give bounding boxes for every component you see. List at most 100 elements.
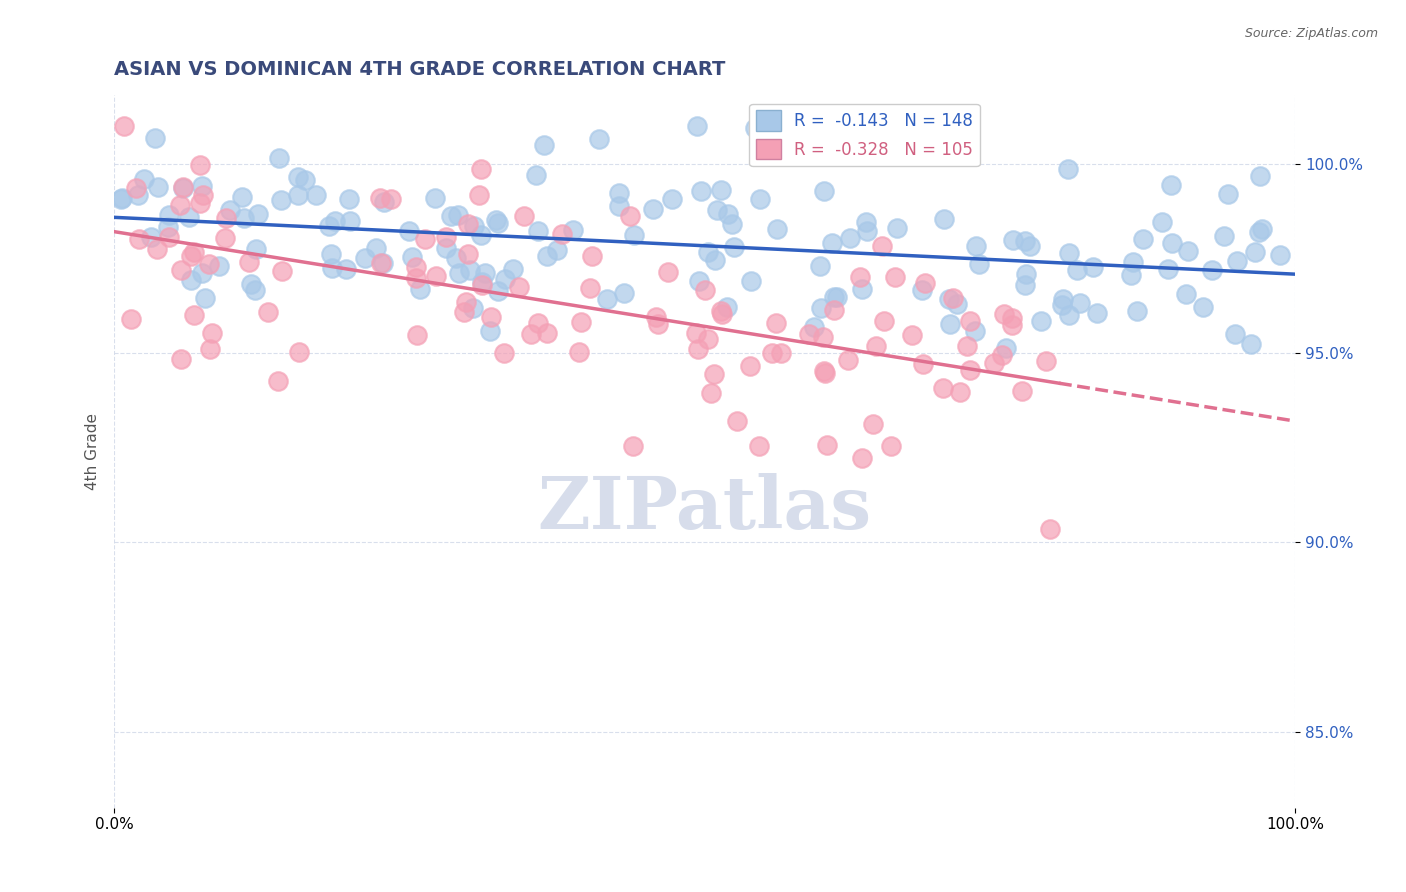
Point [446,252,468,266]
Point [463,301,485,316]
Point [725,414,748,428]
Point [169,198,191,212]
Point [959,363,981,377]
Point [370,191,392,205]
Point [700,386,723,401]
Point [706,203,728,218]
Point [318,219,340,234]
Point [686,119,709,133]
Point [849,270,872,285]
Point [533,137,555,152]
Point [821,236,844,251]
Point [956,339,979,353]
Text: ZIPatlas: ZIPatlas [537,473,872,544]
Point [143,130,166,145]
Point [527,316,550,330]
Point [141,229,163,244]
Point [568,344,591,359]
Point [740,274,762,288]
Point [146,180,169,194]
Point [748,192,770,206]
Point [810,301,832,315]
Point [110,192,132,206]
Point [198,343,221,357]
Point [125,181,148,195]
Point [720,217,742,231]
Point [808,259,831,273]
Point [112,119,135,133]
Point [851,450,873,465]
Point [494,272,516,286]
Point [449,266,471,280]
Point [959,314,981,328]
Point [569,315,592,329]
Point [193,188,215,202]
Point [661,193,683,207]
Point [434,229,457,244]
Point [983,356,1005,370]
Point [865,339,887,353]
Point [215,211,238,225]
Point [1175,287,1198,301]
Point [458,262,481,277]
Point [485,213,508,227]
Point [967,257,990,271]
Point [813,330,835,344]
Point [851,282,873,296]
Point [1226,253,1249,268]
Point [457,246,479,260]
Point [710,303,733,318]
Point [470,228,492,243]
Point [157,208,180,222]
Point [855,215,877,229]
Point [492,346,515,360]
Point [949,385,972,400]
Point [685,326,707,340]
Point [748,439,770,453]
Point [373,256,395,270]
Point [621,439,644,453]
Point [413,232,436,246]
Point [287,188,309,202]
Point [1150,214,1173,228]
Point [1014,277,1036,292]
Point [398,224,420,238]
Point [486,284,509,298]
Legend: R =  -0.143   N = 148, R =  -0.328   N = 105: R = -0.143 N = 148, R = -0.328 N = 105 [749,103,980,166]
Point [146,242,169,256]
Point [1212,229,1234,244]
Point [717,207,740,221]
Point [526,224,548,238]
Point [409,282,432,296]
Point [233,211,256,226]
Point [1001,233,1024,247]
Point [901,328,924,343]
Point [1018,238,1040,252]
Point [520,326,543,341]
Point [373,195,395,210]
Point [470,161,492,176]
Point [939,318,962,332]
Point [439,210,461,224]
Point [508,279,530,293]
Point [965,238,987,252]
Y-axis label: 4th Grade: 4th Grade [86,413,100,490]
Point [1081,260,1104,274]
Point [156,219,179,234]
Point [932,381,955,395]
Point [588,131,610,145]
Point [623,227,645,242]
Point [337,192,360,206]
Point [479,310,502,324]
Point [198,257,221,271]
Point [613,286,636,301]
Point [339,214,361,228]
Point [191,266,214,280]
Text: Source: ZipAtlas.com: Source: ZipAtlas.com [1244,27,1378,40]
Point [1132,232,1154,246]
Point [447,209,470,223]
Point [194,291,217,305]
Point [288,344,311,359]
Point [245,242,267,256]
Point [502,262,524,277]
